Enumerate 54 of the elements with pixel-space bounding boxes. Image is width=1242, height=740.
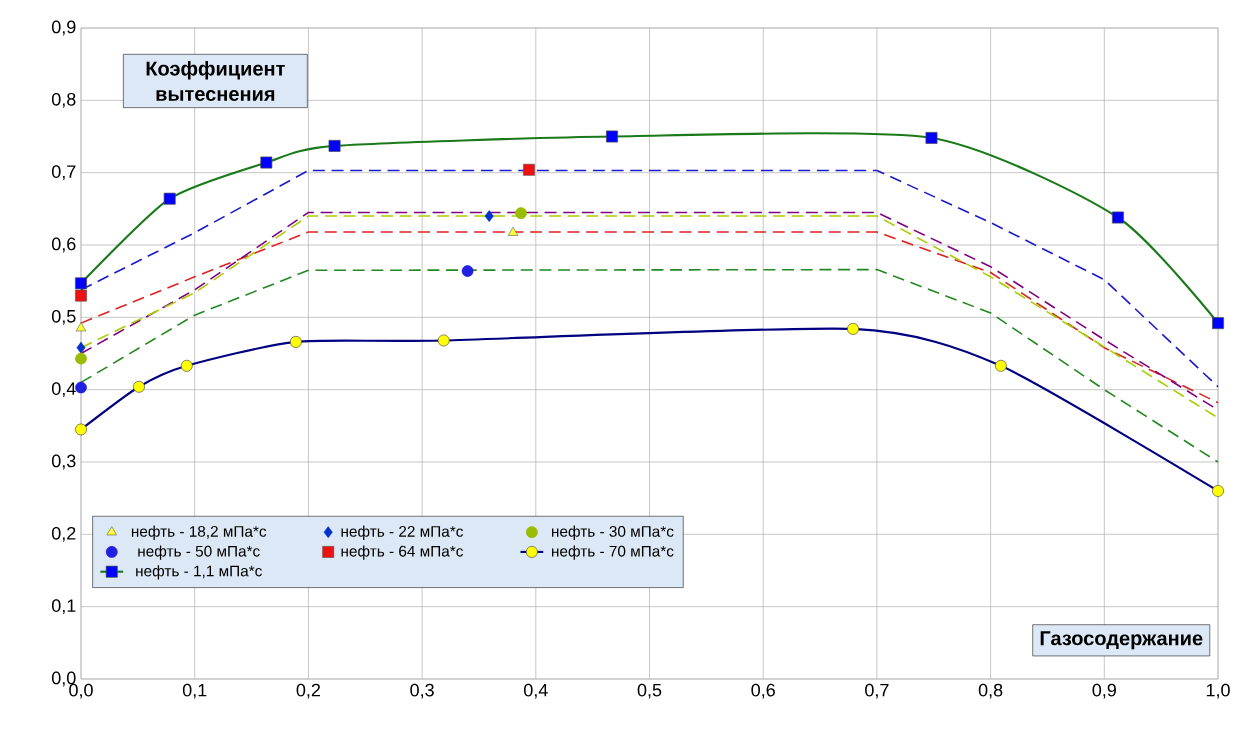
point — [507, 226, 519, 236]
point — [75, 277, 87, 290]
x-tick-label: 0,1 — [182, 683, 207, 699]
legend-label: нефть - 30 мПа*с — [552, 525, 674, 540]
legend-label: нефть - 50 мПа*с — [138, 545, 260, 560]
point — [925, 132, 938, 144]
legend-label: нефть - 18,2 мПа*с — [131, 525, 267, 540]
x-tick-label: 0,6 — [751, 683, 775, 699]
point — [1212, 317, 1224, 330]
y-tick-label: 0,2 — [51, 526, 76, 542]
point — [994, 359, 1007, 372]
point — [180, 359, 193, 372]
point — [847, 322, 859, 335]
y-tick-label: 0,1 — [51, 599, 76, 615]
point — [515, 207, 527, 220]
point — [75, 381, 87, 394]
legend-label: нефть - 22 мПа*с — [341, 525, 463, 540]
point — [75, 289, 87, 302]
x-tick-label: 0,2 — [296, 683, 321, 699]
point — [133, 380, 145, 393]
point — [75, 423, 87, 436]
x-tick-label: 0,9 — [1092, 683, 1116, 699]
legend-label: нефть - 1,1 мПа*с — [136, 565, 262, 580]
point — [260, 156, 273, 169]
point — [606, 130, 618, 143]
point — [523, 163, 535, 176]
x-tick-label: 0,3 — [410, 683, 434, 699]
y-axis-title: Коэффициент вытеснения — [146, 60, 285, 101]
point — [437, 334, 450, 347]
legend-label: нефть - 64 мПа*с — [341, 545, 463, 560]
x-tick-label: 0,4 — [524, 683, 548, 699]
x-tick-label: 0,8 — [978, 683, 1003, 699]
y-tick-label: 0,9 — [51, 20, 76, 36]
point — [1112, 211, 1124, 224]
point — [76, 341, 86, 354]
y-tick-label: 0,7 — [51, 165, 76, 181]
x-tick-label: 0,5 — [637, 683, 662, 699]
x-axis-title: Газосодержание — [1040, 631, 1203, 650]
x-tick-label: 1,0 — [1206, 683, 1230, 699]
point — [75, 352, 87, 365]
point — [328, 139, 341, 152]
x-tick-label: 0,7 — [865, 683, 889, 699]
point — [1212, 484, 1224, 497]
y-tick-label: 0,6 — [51, 237, 76, 253]
y-tick-label: 0,8 — [51, 92, 76, 108]
point — [75, 322, 87, 332]
y-tick-label: 0,5 — [51, 309, 76, 325]
y-tick-label: 0,4 — [51, 382, 76, 398]
point — [163, 192, 176, 205]
point — [484, 210, 494, 222]
point — [461, 265, 474, 277]
legend-label: нефть - 70 мПа*с — [552, 545, 674, 560]
y-tick-label: 0,3 — [51, 454, 76, 470]
point — [289, 335, 302, 348]
